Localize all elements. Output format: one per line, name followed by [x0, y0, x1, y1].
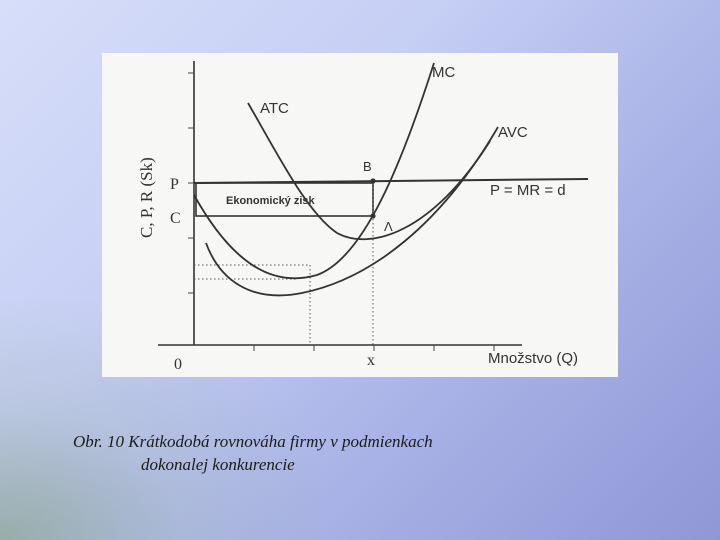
cost-label: C [170, 210, 181, 227]
origin-label: 0 [174, 356, 182, 373]
dotted-guides [194, 183, 374, 345]
demand-label: P = MR = d [490, 182, 566, 199]
point-a [370, 213, 376, 219]
caption-line-1: Obr. 10 Krátkodobá rovnováha firmy v pod… [73, 432, 433, 451]
quantity-label: x [367, 352, 375, 369]
y-axis-label: C, P, R (Sk) [137, 157, 156, 238]
economics-diagram: C, P, R (Sk) P C 0 x Množstvo (Q) MC ATC… [102, 53, 618, 377]
point-a-label: Λ [384, 219, 393, 234]
figure-caption: Obr. 10 Krátkodobá rovnováha firmy v pod… [73, 431, 673, 477]
mc-label: MC [432, 64, 455, 81]
point-b-label: B [363, 159, 372, 174]
atc-curve [247, 102, 491, 241]
x-axis-ticks [253, 345, 495, 351]
y-axis-ticks [188, 72, 194, 294]
diagram-svg: C, P, R (Sk) P C 0 x Množstvo (Q) MC ATC… [137, 61, 589, 373]
profit-label: Ekonomický zisk [226, 195, 316, 207]
point-b [370, 178, 376, 184]
price-label: P [170, 176, 179, 193]
avc-curve [205, 126, 499, 297]
x-axis-label: Množstvo (Q) [488, 350, 578, 367]
caption-line-2: dokonalej konkurencie [141, 454, 295, 474]
atc-label: ATC [260, 100, 289, 117]
mc-curve [193, 62, 435, 280]
avc-label: AVC [498, 124, 528, 141]
